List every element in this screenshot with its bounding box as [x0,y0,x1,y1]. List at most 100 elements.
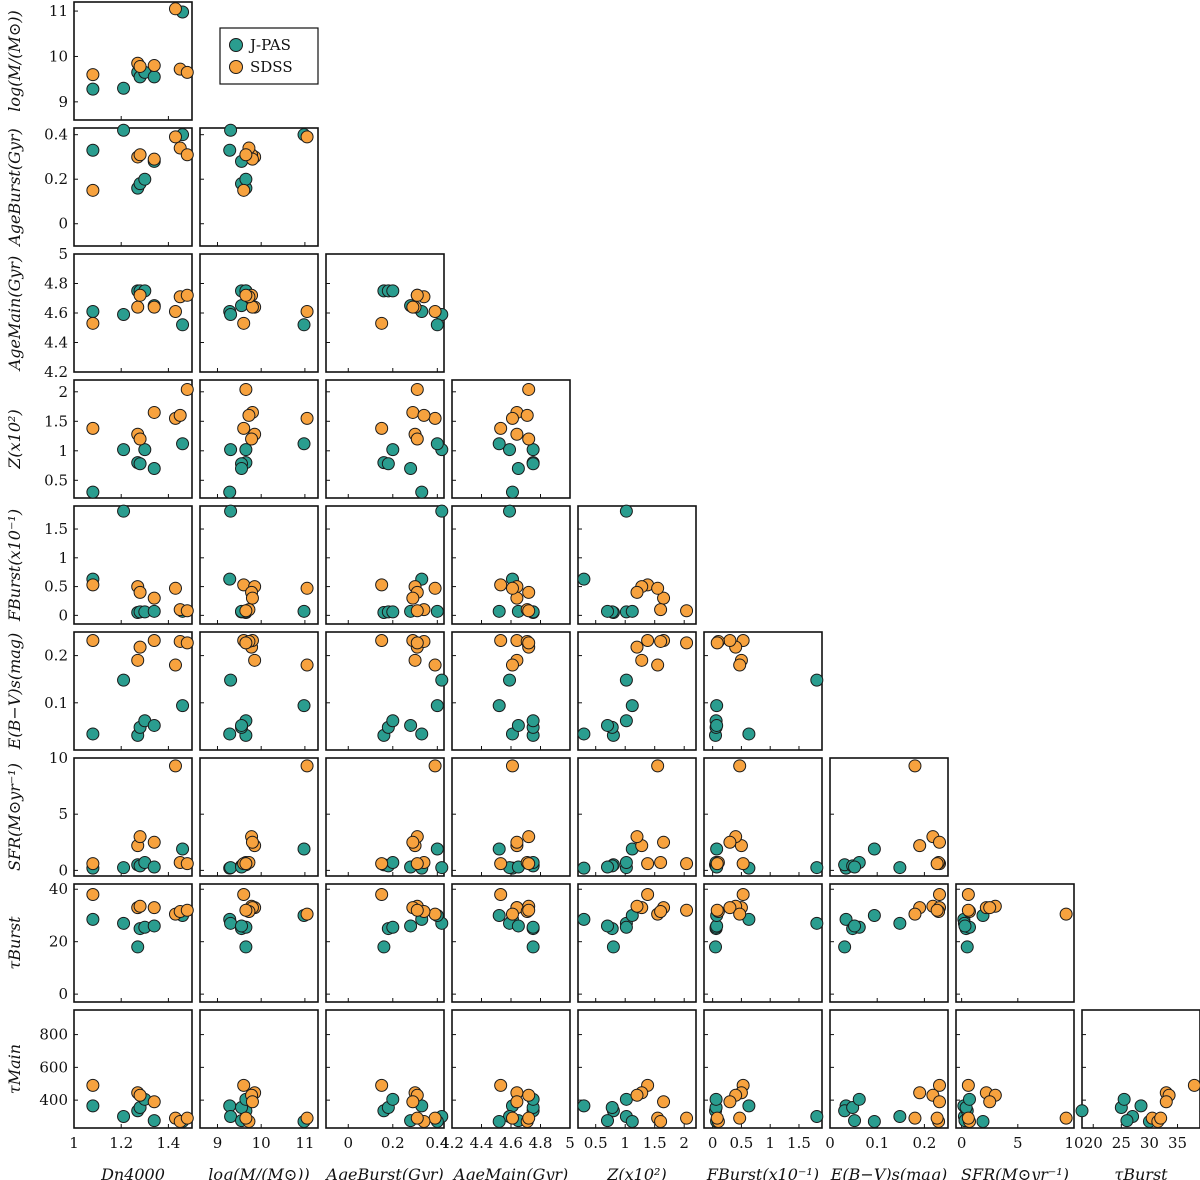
legend-label: SDSS [250,58,293,76]
y-tick-label: 1.5 [44,412,68,430]
point-j-pas [176,437,190,451]
y-tick-label: 0 [58,606,68,624]
point-sdss [494,578,508,592]
point-j-pas [960,940,974,954]
point-sdss [133,585,147,599]
x-axis-label-dn4000: Dn4000 [100,1165,165,1180]
point-sdss [168,581,182,595]
point-sdss [522,830,536,844]
point-j-pas [503,443,517,457]
panel-frame [451,757,571,877]
point-j-pas [235,462,249,475]
panel-tauburst-vs-ageburst [325,883,449,1003]
y-tick-label: 0.1 [44,694,68,712]
panel-fburst-vs-dn4000: 0 0.5 1 1.5 [44,504,194,625]
x-tick-label: 1 [69,1134,79,1152]
panel-agemain-vs-ageburst [325,253,449,373]
point-j-pas [619,673,633,687]
point-sdss [131,300,145,314]
point-j-pas [386,605,400,619]
panel-tauburst-vs-z [577,883,697,1003]
point-j-pas [710,842,724,856]
panel-frame [73,127,193,247]
point-sdss [406,591,420,605]
point-j-pas [223,485,237,499]
point-sdss [1159,1095,1173,1109]
point-sdss [86,183,100,197]
point-j-pas [117,81,131,95]
panel-ebv-vs-dn4000: 0.1 0.2 [44,631,194,751]
point-sdss [180,382,194,396]
point-j-pas [297,318,311,332]
x-tick-label: 0.1 [865,1134,889,1152]
point-j-pas [526,920,540,934]
y-axis-label-logm: log(M/(M⊙)) [5,10,24,112]
point-sdss [1154,1111,1168,1125]
point-sdss [375,857,389,871]
point-j-pas [117,861,131,875]
panel-taumain-vs-logm [199,1009,319,1129]
panel-frame [73,883,193,1003]
point-j-pas [117,123,131,137]
panel-ageburst-vs-dn4000: 0 0.2 0.4 [44,123,194,247]
point-j-pas [619,714,633,728]
point-sdss [86,68,100,82]
point-j-pas [430,318,444,332]
x-tick-label: 5 [1013,1134,1023,1152]
y-tick-label: 9 [58,93,68,111]
point-j-pas [147,70,161,84]
point-j-pas [86,1099,100,1113]
point-sdss [494,887,508,901]
x-tick-label: 10 [1064,1134,1083,1152]
point-j-pas [176,318,190,332]
point-j-pas [223,727,237,741]
point-j-pas [235,718,249,732]
x-tick-label: 0 [343,1134,353,1152]
x-tick-label: 4.4 [470,1134,494,1152]
point-j-pas [577,912,591,926]
point-j-pas [709,940,723,954]
point-sdss [180,903,194,917]
x-tick-label: 2 [679,1134,689,1152]
point-sdss [237,887,251,901]
point-sdss [522,432,536,446]
point-sdss [237,421,251,435]
point-sdss [168,2,182,16]
point-sdss [133,148,147,162]
point-sdss [86,421,100,435]
panel-tauburst-vs-fburst [703,883,824,1003]
point-j-pas [404,919,418,933]
y-tick-label: 2 [58,383,68,401]
y-tick-label: 0 [58,215,68,233]
point-sdss [657,835,671,849]
panel-z-vs-ageburst [325,379,449,499]
point-sdss [239,1111,253,1125]
x-tick-label: 11 [295,1134,314,1152]
panel-frame [451,883,571,1003]
panel-frame [577,631,697,751]
point-sdss [961,1111,975,1125]
point-sdss [680,903,694,917]
point-sdss [133,1088,147,1102]
point-j-pas [601,604,614,618]
point-sdss [147,59,161,73]
point-sdss [630,585,644,599]
point-sdss [522,382,536,396]
point-j-pas [492,1114,506,1128]
point-sdss [641,857,655,871]
point-sdss [168,759,182,773]
point-sdss [248,653,262,667]
y-axis-label-z: Z(x10²) [5,409,24,469]
x-tick-label: 1.5 [643,1134,667,1152]
panel-frame [325,757,445,877]
y-tick-label: 0.4 [44,126,68,144]
point-sdss [147,633,161,647]
point-sdss [654,1114,668,1128]
panel-frame [73,505,193,625]
panel-logm-vs-dn4000: 9 10 11 [49,1,194,121]
x-tick-label: 4.6 [499,1134,523,1152]
point-j-pas [86,912,100,926]
panel-taumain-vs-z [577,1009,697,1129]
point-sdss [180,148,194,162]
point-sdss [410,382,424,396]
